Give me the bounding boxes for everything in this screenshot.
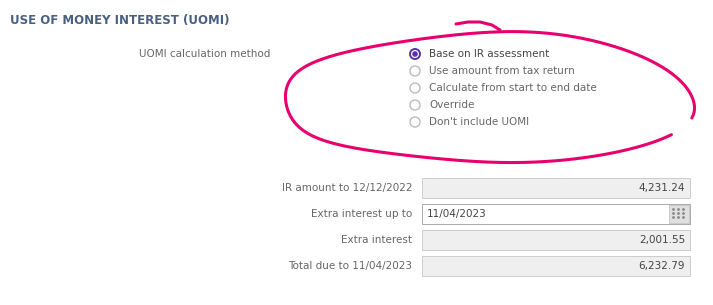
Text: Extra interest: Extra interest [341,235,412,245]
FancyBboxPatch shape [422,256,690,276]
FancyBboxPatch shape [669,205,689,223]
Text: Total due to 11/04/2023: Total due to 11/04/2023 [288,261,412,271]
Text: Calculate from start to end date: Calculate from start to end date [429,83,597,93]
Circle shape [410,83,420,93]
Text: Base on IR assessment: Base on IR assessment [429,49,549,59]
Text: UOMI calculation method: UOMI calculation method [138,49,270,59]
Text: 4,231.24: 4,231.24 [639,183,685,193]
Circle shape [410,66,420,76]
FancyBboxPatch shape [422,178,690,198]
Text: Use amount from tax return: Use amount from tax return [429,66,575,76]
Circle shape [410,100,420,110]
Text: 2,001.55: 2,001.55 [639,235,685,245]
Circle shape [410,117,420,127]
Text: IR amount to 12/12/2022: IR amount to 12/12/2022 [282,183,412,193]
FancyBboxPatch shape [422,230,690,250]
Text: Don't include UOMI: Don't include UOMI [429,117,529,127]
Text: Extra interest up to: Extra interest up to [311,209,412,219]
Text: Override: Override [429,100,474,110]
Text: 11/04/2023: 11/04/2023 [427,209,487,219]
Text: USE OF MONEY INTEREST (UOMI): USE OF MONEY INTEREST (UOMI) [10,14,230,27]
Text: 6,232.79: 6,232.79 [639,261,685,271]
Circle shape [410,49,420,59]
Circle shape [412,51,418,57]
FancyBboxPatch shape [422,204,690,224]
